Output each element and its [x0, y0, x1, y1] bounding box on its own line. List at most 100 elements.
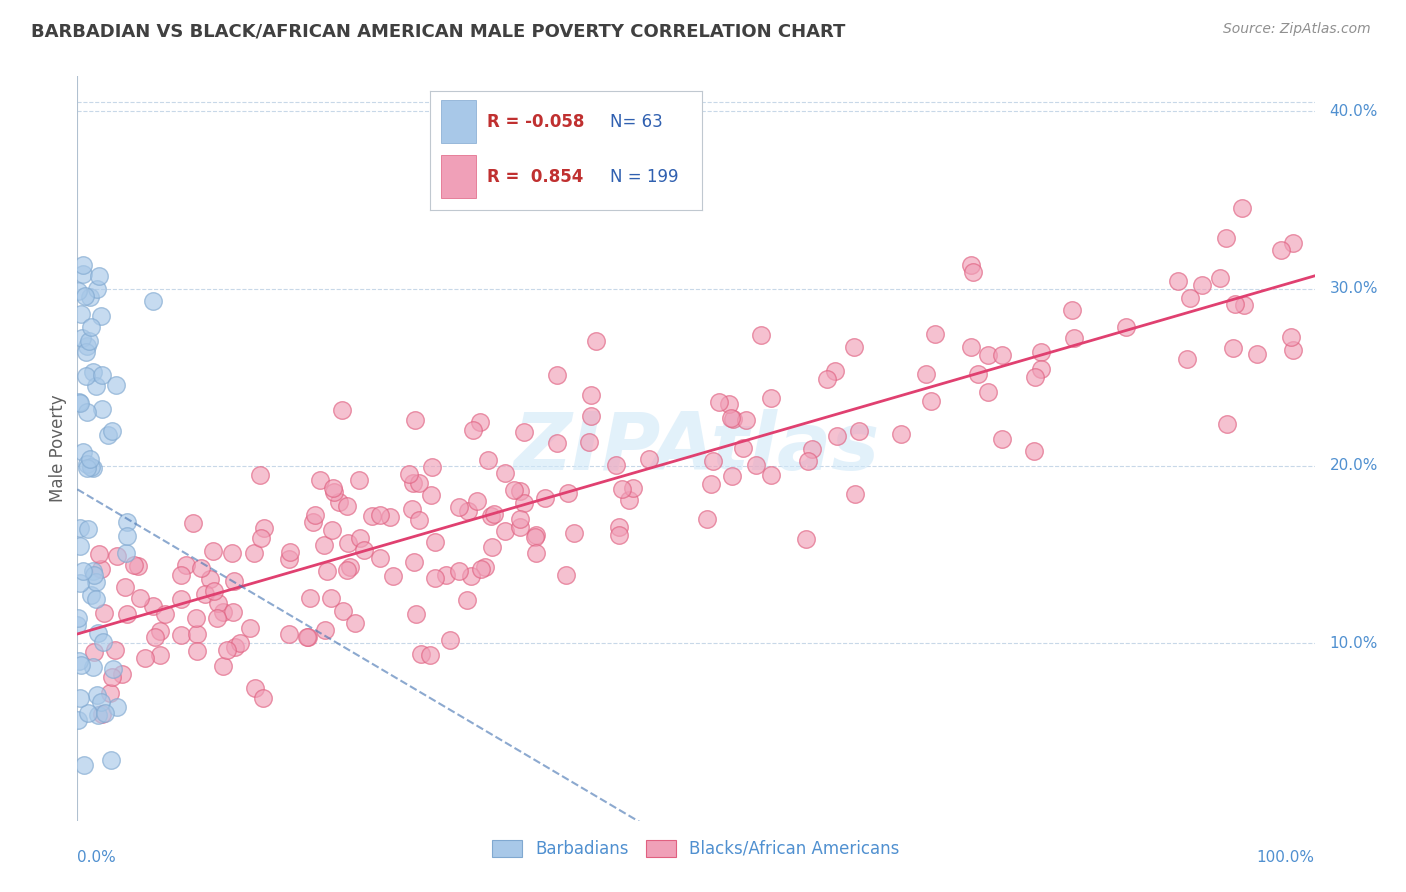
Point: [1233, 297, 1256, 311]
Text: 30.0%: 30.0%: [1330, 281, 1378, 296]
Point: [1282, 236, 1305, 251]
Point: [297, 630, 319, 644]
Point: [86, 688, 108, 702]
Point: [848, 425, 870, 439]
Point: [330, 403, 353, 417]
Point: [122, 558, 145, 572]
Point: [360, 508, 382, 523]
Point: [368, 508, 391, 522]
Point: [79, 289, 101, 303]
Point: [328, 494, 350, 508]
Point: [323, 484, 346, 499]
Point: [1216, 417, 1239, 431]
Point: [721, 468, 744, 483]
Point: [1029, 362, 1052, 376]
Point: [87, 708, 110, 723]
Text: 0.0%: 0.0%: [77, 850, 117, 865]
Point: [224, 574, 246, 589]
Point: [1031, 345, 1053, 359]
Point: [87, 269, 110, 284]
Point: [278, 626, 301, 640]
Point: [80, 459, 103, 474]
Point: [142, 293, 165, 308]
Point: [77, 334, 100, 349]
Point: [419, 488, 441, 502]
Point: [75, 369, 97, 384]
Point: [1191, 277, 1213, 292]
Point: [447, 564, 470, 578]
Point: [90, 562, 112, 576]
Point: [82, 565, 104, 579]
Point: [1225, 297, 1247, 311]
Point: [114, 580, 136, 594]
Point: [170, 628, 193, 642]
Point: [207, 596, 229, 610]
Point: [67, 394, 90, 409]
Point: [1230, 201, 1253, 215]
Point: [72, 258, 94, 272]
Point: [84, 591, 107, 606]
Point: [76, 461, 98, 475]
Point: [526, 546, 548, 560]
Point: [794, 533, 817, 547]
Point: [457, 504, 479, 518]
Point: [449, 500, 471, 515]
Point: [456, 593, 478, 607]
Point: [80, 589, 103, 603]
Point: [69, 575, 91, 590]
Point: [751, 328, 773, 343]
Point: [605, 458, 627, 472]
Point: [314, 623, 336, 637]
Point: [186, 627, 208, 641]
Point: [477, 453, 499, 467]
Point: [557, 486, 579, 500]
Point: [842, 340, 865, 354]
Point: [339, 560, 361, 574]
Point: [100, 670, 122, 684]
Point: [184, 611, 207, 625]
Point: [69, 539, 91, 553]
Point: [76, 339, 98, 353]
Point: [73, 288, 96, 302]
Point: [353, 543, 375, 558]
Text: BARBADIAN VS BLACK/AFRICAN AMERICAN MALE POVERTY CORRELATION CHART: BARBADIAN VS BLACK/AFRICAN AMERICAN MALE…: [31, 22, 845, 40]
Point: [101, 424, 124, 438]
Point: [278, 545, 301, 559]
Point: [198, 572, 221, 586]
Point: [735, 412, 758, 426]
Point: [920, 394, 942, 409]
Point: [76, 458, 98, 472]
Point: [336, 500, 359, 514]
Point: [190, 561, 212, 575]
Point: [731, 441, 754, 455]
Point: [1166, 274, 1188, 288]
Point: [960, 258, 983, 272]
Point: [481, 540, 503, 554]
Point: [186, 643, 208, 657]
Point: [815, 372, 838, 386]
Point: [79, 452, 101, 467]
Point: [242, 546, 264, 560]
Point: [1215, 230, 1237, 244]
Point: [509, 520, 531, 534]
Point: [915, 367, 938, 381]
Point: [73, 758, 96, 772]
Point: [72, 564, 94, 578]
Point: [534, 491, 557, 505]
Point: [149, 624, 172, 638]
Point: [562, 526, 585, 541]
Point: [468, 415, 491, 429]
Point: [347, 473, 370, 487]
Point: [91, 368, 114, 382]
Point: [77, 522, 100, 536]
Point: [72, 268, 94, 282]
Point: [607, 519, 630, 533]
Point: [83, 567, 105, 582]
Point: [513, 425, 536, 440]
Point: [411, 647, 433, 661]
Point: [66, 284, 89, 298]
Point: [524, 527, 547, 541]
Point: [408, 513, 430, 527]
Point: [87, 547, 110, 561]
Point: [215, 643, 238, 657]
